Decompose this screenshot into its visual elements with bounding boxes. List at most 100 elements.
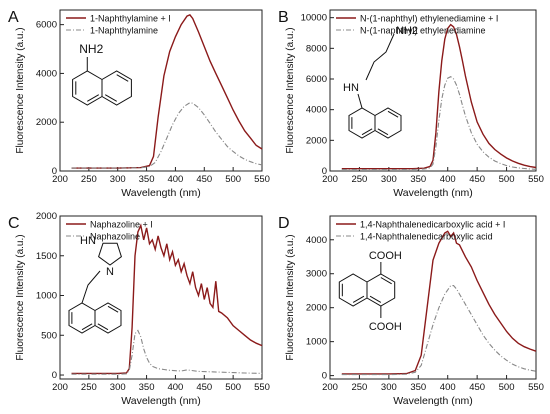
- naphthalene-ring-right: [374, 107, 402, 139]
- x-tick-label: 400: [440, 382, 456, 393]
- y-tick-label: 2000: [36, 117, 57, 128]
- x-tick-label: 500: [225, 174, 241, 185]
- y-tick-label: 0: [52, 166, 57, 177]
- structure-a: NH2: [72, 42, 132, 106]
- y-tick-label: 6000: [36, 20, 57, 31]
- x-tick-label: 350: [139, 174, 155, 185]
- naphthalene-ring-left: [338, 273, 368, 307]
- structure-b: HN NH2: [343, 25, 418, 139]
- double-bond-line: [377, 128, 389, 136]
- panel-c: C 200 250 300 350 400 450 500 550 0 500 1000 1500 200…: [8, 211, 270, 407]
- y-tick-label: 10000: [301, 13, 327, 24]
- series-line-reference: [341, 76, 537, 171]
- y-tick-label: 4000: [306, 235, 327, 246]
- plot-frame: [329, 215, 537, 380]
- x-tick-label: 400: [440, 174, 456, 185]
- naphthalene-ring-right: [366, 273, 396, 307]
- legend-entry: Naphazoline: [90, 232, 140, 242]
- series-line-with-iodine: [341, 23, 537, 170]
- x-tick-label: 550: [528, 382, 544, 393]
- y-tick-label: 4000: [306, 105, 327, 116]
- legend-entry: N-(1-naphthyl) ethylenediamine: [360, 26, 486, 36]
- x-tick-label: 200: [322, 382, 338, 393]
- structure-label: N: [106, 266, 114, 278]
- plot-frame: [329, 9, 537, 172]
- structure-label: HN: [80, 235, 96, 247]
- naphthalene-ring-right: [101, 70, 132, 106]
- series-line-reference: [71, 329, 263, 375]
- double-bond-line: [97, 323, 109, 331]
- series-line-with-iodine: [341, 230, 537, 375]
- legend-entry: 1,4-Naphthalenedicarboxylic acid + I: [360, 220, 505, 230]
- naphthalene-ring-left: [348, 107, 376, 139]
- series-line-reference: [341, 285, 537, 376]
- naphthalene-ring-right: [94, 302, 122, 334]
- x-tick-label: 250: [81, 382, 97, 393]
- x-tick-label: 550: [528, 174, 544, 185]
- x-tick-label: 300: [110, 174, 126, 185]
- y-tick-label: 6000: [306, 74, 327, 85]
- legend-entry: N-(1-naphthyl) ethylenediamine + I: [360, 14, 498, 24]
- y-tick-label: 2000: [306, 135, 327, 146]
- y-tick-label: 4000: [36, 68, 57, 79]
- x-tick-label: 300: [381, 382, 397, 393]
- x-axis-label: Wavelength (nm): [393, 187, 473, 199]
- y-tick-label: 3000: [306, 269, 327, 280]
- panel-b: B 200 250 300 350 400 450 500 550 0 2000 4000 6000 80…: [278, 9, 544, 199]
- y-axis-label: Fluorescence Intensity (a.u.): [15, 234, 26, 360]
- double-bond-line: [81, 323, 93, 331]
- x-axis-label: Wavelength (nm): [393, 395, 473, 407]
- y-tick-label: 8000: [306, 43, 327, 54]
- y-tick-label: 0: [322, 371, 327, 382]
- x-axis-label: Wavelength (nm): [121, 395, 201, 407]
- structure-label: NH2: [396, 25, 418, 37]
- structure-label: COOH: [369, 250, 402, 262]
- x-tick-label: 200: [52, 382, 68, 393]
- panel-label: B: [278, 9, 289, 26]
- y-tick-label: 0: [322, 166, 327, 177]
- x-axis-label: Wavelength (nm): [121, 187, 201, 199]
- x-tick-label: 250: [351, 174, 367, 185]
- x-tick-label: 400: [167, 382, 183, 393]
- y-axis-label: Fluorescence Intensity (a.u.): [285, 27, 296, 153]
- legend-entry: 1,4-Naphthalenedicarboxylic acid: [360, 232, 493, 242]
- y-tick-label: 0: [52, 370, 57, 381]
- x-tick-label: 350: [410, 174, 426, 185]
- double-bond-line: [107, 305, 119, 313]
- series-line-reference: [71, 102, 263, 169]
- x-tick-label: 450: [196, 382, 212, 393]
- x-tick-label: 450: [196, 174, 212, 185]
- legend-entry: 1-Naphthylamine + I: [90, 14, 171, 24]
- y-tick-label: 1000: [36, 291, 57, 302]
- y-tick-label: 2000: [36, 211, 57, 222]
- x-tick-label: 400: [167, 174, 183, 185]
- y-tick-label: 1000: [306, 337, 327, 348]
- x-tick-label: 500: [499, 382, 515, 393]
- x-tick-label: 200: [322, 174, 338, 185]
- x-tick-label: 250: [351, 382, 367, 393]
- naphthalene-ring-left: [72, 70, 103, 106]
- double-bond-line: [369, 295, 382, 303]
- double-bond-line: [116, 74, 129, 82]
- plot-frame: [59, 9, 263, 172]
- structure-label: COOH: [369, 321, 402, 333]
- y-axis-label: Fluorescence Intensity (a.u.): [15, 27, 26, 153]
- panel-label: D: [278, 215, 290, 232]
- series-line-with-iodine: [71, 223, 263, 375]
- legend-entry: 1-Naphthylamine: [90, 26, 158, 36]
- y-tick-label: 1500: [36, 251, 57, 262]
- methylene-bridge: [81, 270, 101, 304]
- bond-line: [357, 93, 363, 109]
- naphthalene-ring-left: [68, 302, 96, 334]
- double-bond-line: [361, 128, 373, 136]
- x-tick-label: 300: [381, 174, 397, 185]
- structure-label: NH2: [79, 42, 103, 56]
- panel-label: A: [8, 9, 19, 26]
- x-tick-label: 500: [225, 382, 241, 393]
- structure-c: HN N: [68, 235, 122, 334]
- structure-d: COOH COOH: [338, 250, 402, 333]
- x-tick-label: 350: [410, 382, 426, 393]
- double-bond-line: [104, 94, 117, 102]
- double-bond-line: [380, 277, 392, 285]
